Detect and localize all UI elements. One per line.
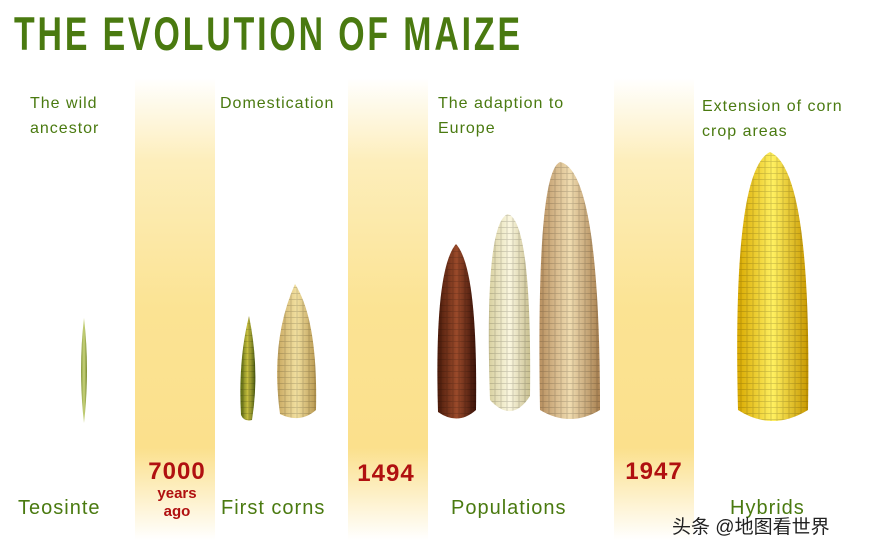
heading-line: Extension of corn bbox=[702, 98, 843, 115]
heading-line: ancestor bbox=[30, 120, 100, 137]
date-7000: 7000 bbox=[148, 458, 206, 485]
heading-line: The adaption to bbox=[438, 95, 565, 112]
stage-heading-wild-ancestor: The wild ancestor bbox=[30, 91, 99, 141]
stage-name-first-corns: First corns bbox=[221, 497, 326, 519]
date-1947: 1947 bbox=[625, 458, 683, 485]
hybrid-corn bbox=[737, 152, 809, 421]
stage-heading-adaption: The adaption to Europe bbox=[438, 91, 564, 141]
tan-population-corn bbox=[539, 162, 600, 419]
first-corn-small bbox=[240, 316, 256, 421]
teosinte-ear bbox=[81, 318, 87, 423]
page-title: THE EVOLUTION OF MAIZE bbox=[14, 7, 523, 60]
heading-line: Domestication bbox=[220, 95, 335, 112]
timeline-band-3 bbox=[614, 78, 694, 540]
watermark: 头条 @地图看世界 bbox=[672, 517, 830, 538]
date-1494: 1494 bbox=[357, 460, 415, 487]
first-corn-large bbox=[277, 284, 317, 419]
stage-name-hybrids: Hybrids bbox=[730, 497, 805, 519]
heading-line: crop areas bbox=[702, 123, 788, 140]
heading-line: Europe bbox=[438, 120, 496, 137]
stage-heading-extension: Extension of corn crop areas bbox=[702, 94, 843, 144]
date-sub-line: years bbox=[157, 485, 197, 502]
date-7000-sub: years ago bbox=[137, 485, 217, 521]
red-population-corn bbox=[437, 244, 477, 419]
white-population-corn bbox=[488, 214, 531, 412]
timeline-band-2 bbox=[348, 78, 428, 540]
heading-line: The wild bbox=[30, 95, 98, 112]
stage-name-teosinte: Teosinte bbox=[18, 497, 101, 519]
stage-heading-domestication: Domestication bbox=[220, 91, 334, 116]
stage-name-populations: Populations bbox=[451, 497, 567, 519]
timeline-band-1 bbox=[135, 78, 215, 540]
date-sub-line: ago bbox=[163, 503, 191, 520]
